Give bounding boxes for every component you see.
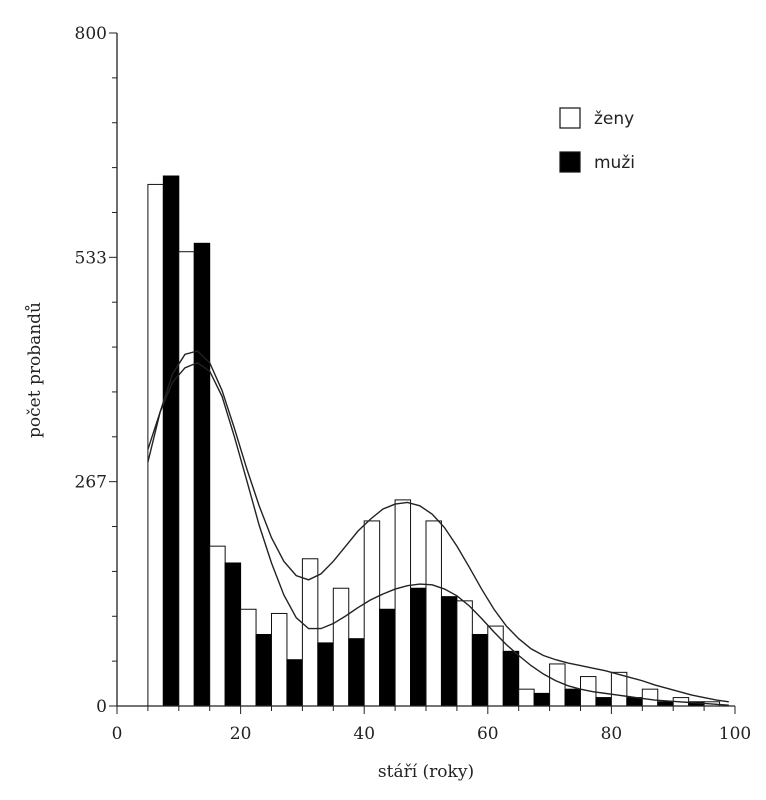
y-tick-label: 533 <box>75 249 107 269</box>
bar-muži-40 <box>379 608 396 707</box>
fitted-curve-2 <box>147 361 729 706</box>
legend-swatch-ženy <box>559 107 581 129</box>
bar-muži-80 <box>626 697 643 707</box>
y-tick-label: 267 <box>75 472 107 492</box>
x-tick-label: 100 <box>719 724 751 744</box>
legend-label-muži: muži <box>594 153 635 173</box>
bar-muži-60 <box>502 650 520 707</box>
bar-ženy-25 <box>271 612 288 707</box>
x-tick-label: 20 <box>230 724 252 744</box>
bar-muži-65 <box>533 692 551 707</box>
x-tick-label: 80 <box>601 724 623 744</box>
bar-ženy-40 <box>363 520 381 707</box>
bar-ženy-65 <box>518 688 535 707</box>
bar-muži-20 <box>255 633 272 707</box>
bars-layer <box>147 175 721 707</box>
bar-ženy-60 <box>487 625 504 707</box>
bar-ženy-20 <box>240 608 257 707</box>
bar-ženy-45 <box>394 499 412 707</box>
fitted-curve-1 <box>147 350 729 703</box>
bar-muži-15 <box>224 562 242 707</box>
bar-muži-70 <box>564 688 581 707</box>
tick-labels-layer: 0 267 533 800 0 20 40 60 80 100 <box>75 24 752 744</box>
bar-muži-55 <box>471 633 489 707</box>
x-tick-label: 0 <box>112 724 123 744</box>
bar-ženy-15 <box>209 545 226 707</box>
curves-layer <box>147 350 729 706</box>
bar-ženy-80 <box>610 671 628 707</box>
bar-ženy-70 <box>549 663 566 707</box>
bar-muži-45 <box>410 587 427 707</box>
x-axis-title: stáří (roky) <box>378 762 474 782</box>
bar-muži-25 <box>286 659 303 707</box>
bar-muži-75 <box>595 697 612 707</box>
bar-ženy-10 <box>178 251 195 707</box>
bar-ženy-55 <box>456 600 473 707</box>
bar-muži-50 <box>440 596 458 707</box>
legend-swatch-muži <box>559 151 581 173</box>
bar-ženy-35 <box>332 587 350 707</box>
legend: ženy muži <box>559 107 635 173</box>
y-tick-label: 0 <box>96 697 107 717</box>
x-tick-label: 40 <box>353 724 375 744</box>
legend-label-ženy: ženy <box>594 109 634 129</box>
x-tick-label: 60 <box>477 724 499 744</box>
bar-ženy-5 <box>147 183 164 707</box>
bar-ženy-85 <box>641 688 659 707</box>
y-tick-label: 800 <box>75 24 107 44</box>
bar-muži-35 <box>348 638 365 707</box>
bar-muži-30 <box>317 642 334 707</box>
bar-ženy-50 <box>425 520 442 707</box>
axes-layer <box>109 32 736 714</box>
bar-muži-5 <box>162 175 180 707</box>
bar-ženy-30 <box>301 558 319 707</box>
y-axis-title: počet probandů <box>25 302 45 438</box>
bar-muži-10 <box>193 242 211 707</box>
